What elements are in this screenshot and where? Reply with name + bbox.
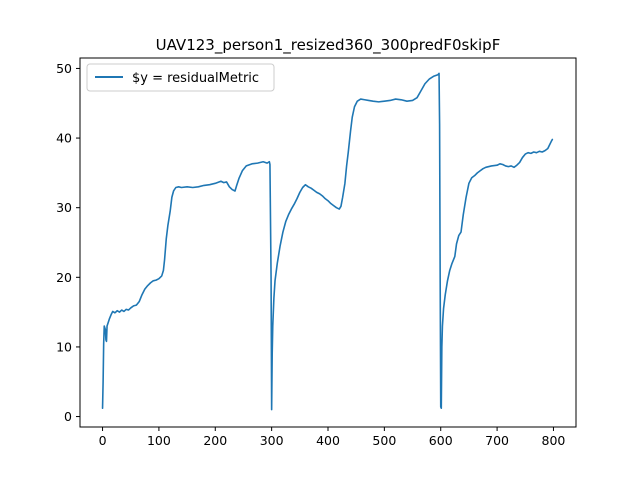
x-tick-label-2: 200 (203, 433, 227, 448)
series-line-0 (101, 72, 554, 411)
x-tick-label-7: 700 (485, 433, 509, 448)
axes-frame (79, 57, 577, 428)
y-tick-label-5: 50 (56, 61, 72, 76)
x-tick-label-1: 100 (147, 433, 171, 448)
y-tick-label-0: 0 (64, 409, 72, 424)
y-tick-label-3: 30 (56, 200, 72, 215)
y-tick-label-1: 10 (56, 339, 72, 354)
x-tick-label-8: 800 (542, 433, 566, 448)
legend: $y = residualMetric (86, 63, 275, 92)
x-tick-label-5: 500 (372, 433, 396, 448)
x-axis: 0 100 200 300 400 500 600 700 800 (99, 427, 566, 448)
x-tick-label-4: 400 (316, 433, 340, 448)
x-tick-label-6: 600 (429, 433, 453, 448)
y-tick-label-4: 40 (56, 131, 72, 146)
plot-area (101, 72, 554, 411)
x-tick-label-0: 0 (99, 433, 107, 448)
legend-label: $y = residualMetric (132, 71, 259, 86)
legend-box (86, 63, 275, 92)
y-tick-label-2: 20 (56, 270, 72, 285)
y-axis: 0 10 20 30 40 50 (56, 61, 80, 424)
chart-title: UAV123_person1_resized360_300predF0skipF (156, 36, 501, 55)
x-tick-label-3: 300 (260, 433, 284, 448)
